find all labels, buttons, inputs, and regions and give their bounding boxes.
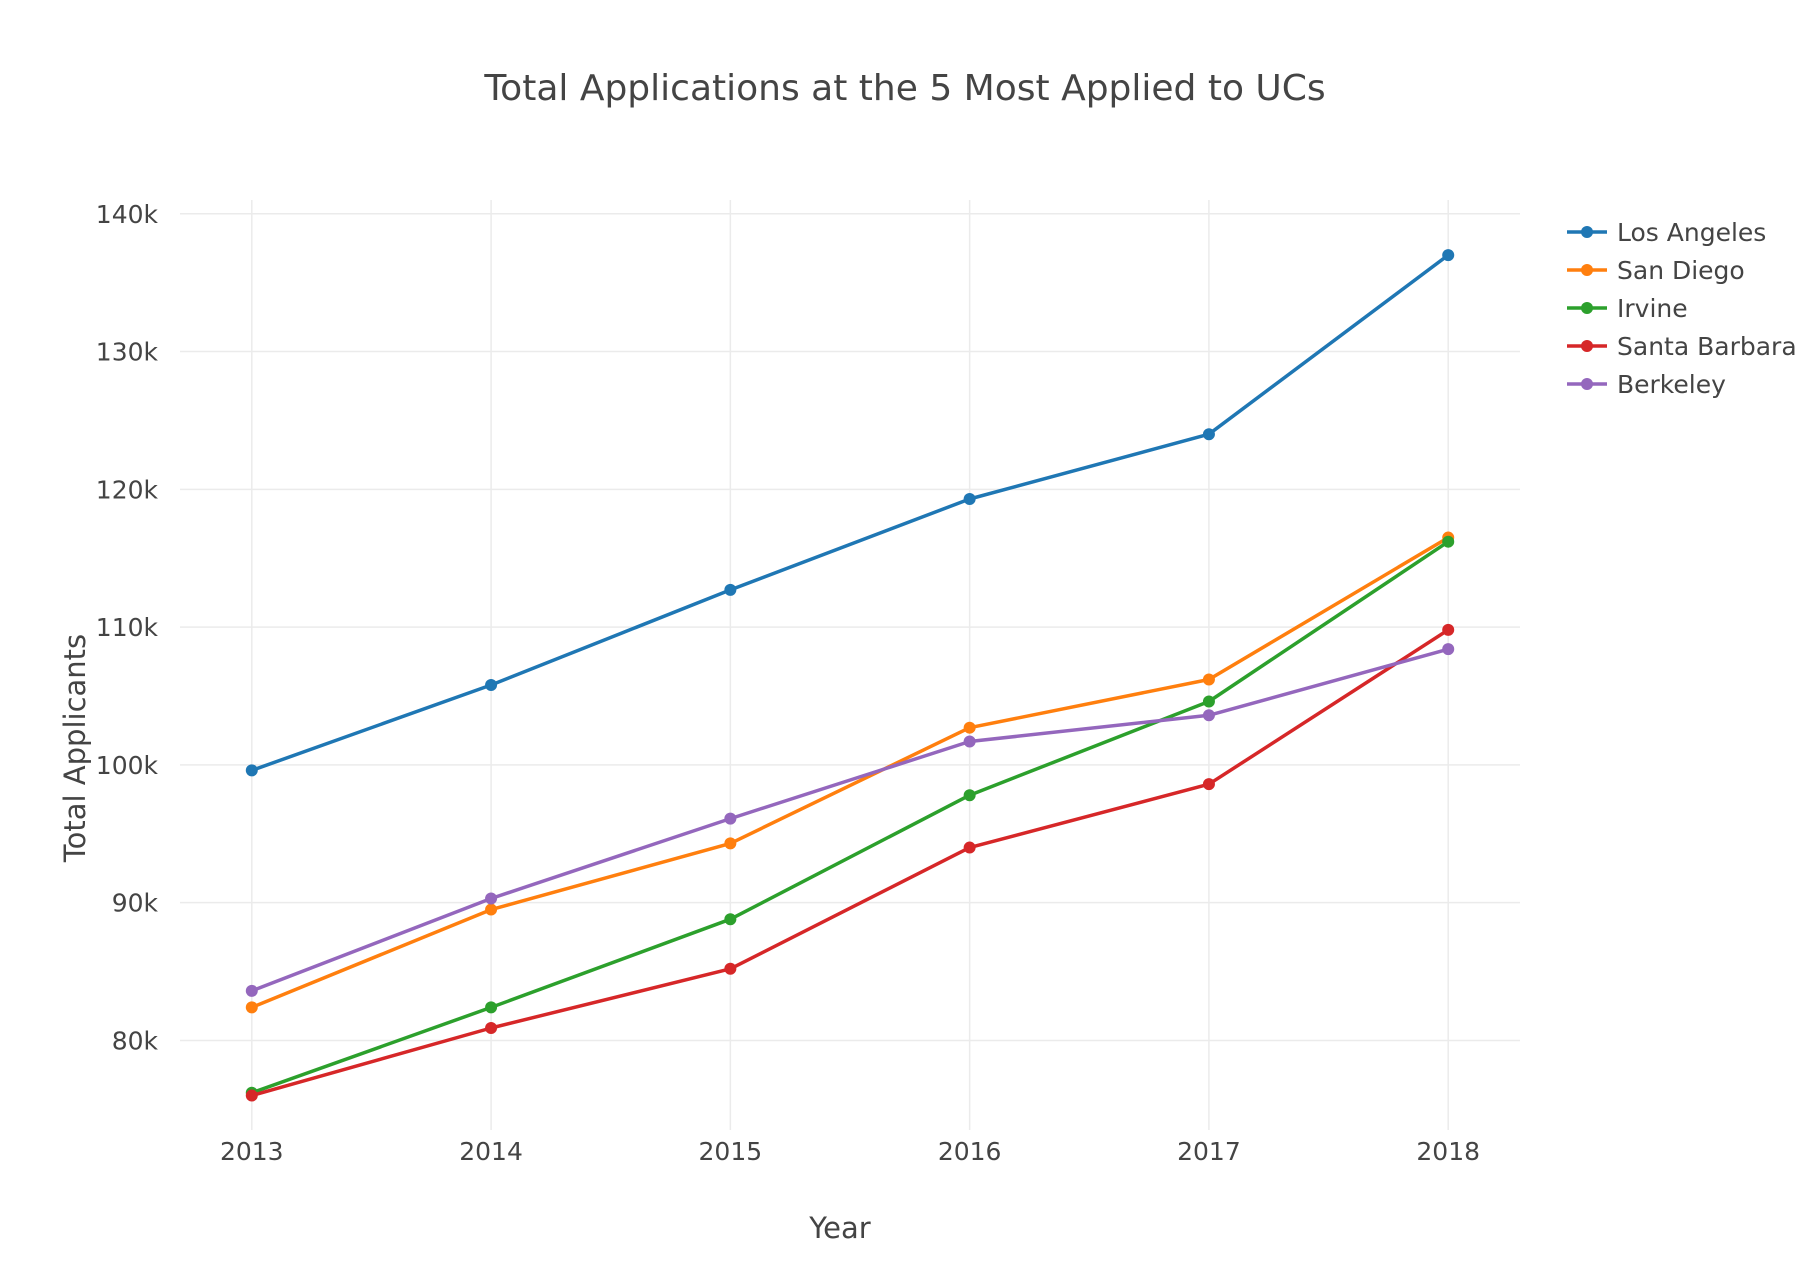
y-tick-label: 110k [96,613,159,642]
x-axis-ticks: 2013 2014 2015 2016 2017 2018 [220,1137,1480,1166]
legend-swatch-marker [1581,378,1593,390]
data-point-los-angeles[interactable] [1202,428,1215,441]
series-line-san-diego [250,535,1450,1010]
legend-swatch-marker [1581,340,1593,352]
x-gridlines [251,200,1449,1130]
legend-item-santa-barbara[interactable]: Santa Barbara [1567,332,1797,361]
data-point-los-angeles[interactable] [1442,249,1455,262]
x-tick-label: 2017 [1177,1137,1241,1166]
data-point-santa-barbara[interactable] [485,1022,498,1035]
y-tick-label: 130k [96,338,159,367]
data-point-santa-barbara[interactable] [963,841,976,854]
legend-swatch-marker [1581,226,1593,238]
data-point-los-angeles[interactable] [485,678,498,691]
data-point-berkeley[interactable] [1442,643,1455,656]
data-point-santa-barbara[interactable] [1442,623,1455,636]
legend-label: Irvine [1617,294,1688,323]
x-tick-label: 2013 [220,1137,284,1166]
data-point-irvine[interactable] [1442,535,1455,548]
legend-label: Santa Barbara [1617,332,1797,361]
data-point-los-angeles[interactable] [245,764,258,777]
data-point-san-diego[interactable] [724,837,737,850]
data-point-berkeley[interactable] [724,812,737,825]
data-point-irvine[interactable] [1202,695,1215,708]
data-point-los-angeles[interactable] [724,583,737,596]
series-line-irvine [250,539,1450,1095]
data-point-berkeley[interactable] [245,984,258,997]
data-point-los-angeles[interactable] [963,492,976,505]
y-axis-ticks: 80k 90k 100k 110k 120k 130k 140k [96,200,159,1056]
legend-swatch-marker [1581,302,1593,314]
series-berkeley [245,643,1455,997]
data-point-berkeley[interactable] [485,892,498,905]
series-los-angeles [245,249,1455,777]
legend-item-san-diego[interactable]: San Diego [1567,256,1745,285]
x-tick-label: 2015 [699,1137,763,1166]
legend-label: San Diego [1617,256,1745,285]
y-tick-label: 90k [112,889,159,918]
data-point-san-diego[interactable] [245,1001,258,1014]
y-tick-label: 80k [112,1026,159,1055]
legend: Los Angeles San Diego Irvine Santa Barbara B… [1567,218,1797,399]
series-santa-barbara [245,623,1455,1102]
x-axis-title: Year [808,1211,870,1245]
y-tick-label: 100k [96,751,159,780]
data-point-santa-barbara[interactable] [724,962,737,975]
data-point-san-diego[interactable] [1202,673,1215,686]
legend-swatch-marker [1581,264,1593,276]
data-point-san-diego[interactable] [963,721,976,734]
x-tick-label: 2018 [1416,1137,1480,1166]
chart-title: Total Applications at the 5 Most Applied… [483,68,1325,109]
x-tick-label: 2016 [938,1137,1002,1166]
legend-item-los-angeles[interactable]: Los Angeles [1567,218,1766,247]
series-line-santa-barbara [250,628,1450,1098]
y-tick-label: 140k [96,200,159,229]
data-point-irvine[interactable] [724,913,737,926]
legend-label: Berkeley [1617,370,1726,399]
series-line-los-angeles [250,253,1450,773]
legend-item-berkeley[interactable]: Berkeley [1567,370,1726,399]
data-point-irvine[interactable] [485,1001,498,1014]
x-tick-label: 2014 [459,1137,523,1166]
y-tick-label: 120k [96,475,159,504]
data-point-berkeley[interactable] [1202,709,1215,722]
series-layer [245,249,1455,1102]
data-point-irvine[interactable] [963,789,976,802]
series-line-berkeley [250,647,1450,993]
data-point-santa-barbara[interactable] [245,1089,258,1102]
data-point-santa-barbara[interactable] [1202,778,1215,791]
legend-label: Los Angeles [1617,218,1766,247]
data-point-san-diego[interactable] [485,903,498,916]
legend-item-irvine[interactable]: Irvine [1567,294,1688,323]
y-axis-title: Total Applicants [58,634,92,863]
data-point-berkeley[interactable] [963,735,976,748]
